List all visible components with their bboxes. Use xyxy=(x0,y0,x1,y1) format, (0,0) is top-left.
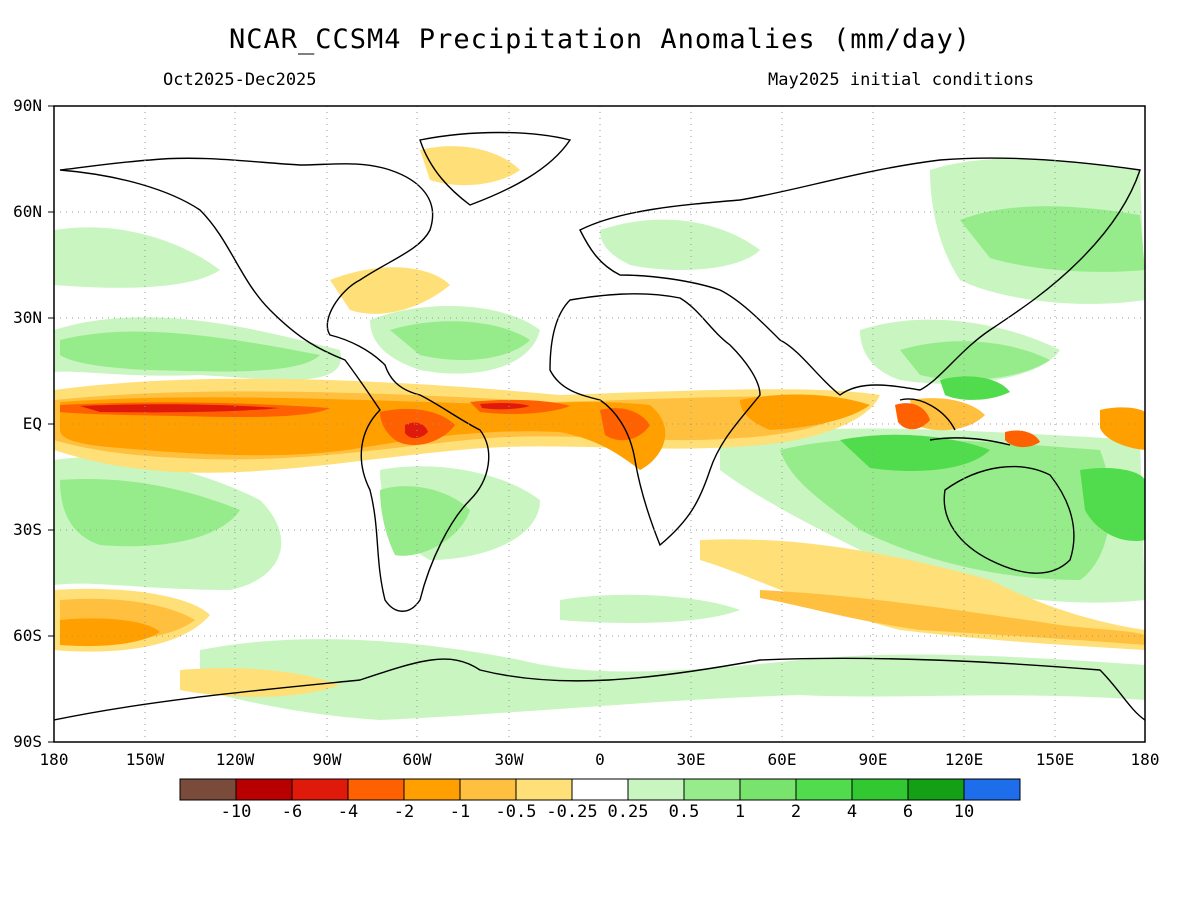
colorbar-tick-label: 1 xyxy=(734,802,746,822)
colorbar-swatch xyxy=(403,778,461,801)
lon-label-60e: 60E xyxy=(767,750,797,769)
lat-label-30s: 30S xyxy=(13,520,42,539)
lat-label-60n: 60N xyxy=(13,202,42,221)
colorbar-swatch xyxy=(291,778,349,801)
colorbar-tick-label: 6 xyxy=(902,802,914,822)
lat-label-60s: 60S xyxy=(13,626,42,645)
colorbar-tick-label: -2 xyxy=(393,802,415,822)
coastlines xyxy=(54,131,1145,721)
colorbar-swatch xyxy=(571,778,629,801)
colorbar-tick-label: 2 xyxy=(790,802,802,822)
colorbar-tick-label: -0.5 xyxy=(495,802,537,822)
colorbar-swatch xyxy=(515,778,573,801)
colorbar-tick-label: -4 xyxy=(337,802,359,822)
colorbar-swatch xyxy=(907,778,965,801)
lat-label-90s: 90S xyxy=(13,732,42,751)
lon-label-30e: 30E xyxy=(676,750,706,769)
axis-ticks xyxy=(48,105,54,743)
lat-label-eq: EQ xyxy=(22,414,42,433)
anomaly-field xyxy=(54,106,1145,742)
lon-label-90e: 90E xyxy=(858,750,888,769)
map-title: NCAR_CCSM4 Precipitation Anomalies (mm/d… xyxy=(229,24,971,55)
lon-label-30w: 30W xyxy=(494,750,524,769)
graticule xyxy=(54,106,1145,742)
colorbar-tick-label: 0.25 xyxy=(607,802,649,822)
colorbar-tick-label: 0.5 xyxy=(668,802,700,822)
colorbar-swatch xyxy=(179,778,237,801)
lon-label-120w: 120W xyxy=(215,750,255,769)
initial-conditions: May2025 initial conditions xyxy=(768,70,1035,90)
colorbar-swatch xyxy=(683,778,741,801)
colorbar-swatch xyxy=(627,778,685,801)
colorbar-swatch xyxy=(739,778,797,801)
lon-label-0: 0 xyxy=(595,750,605,769)
lon-label-150e: 150E xyxy=(1035,750,1075,769)
colorbar-swatch xyxy=(347,778,405,801)
lon-label-150w: 150W xyxy=(125,750,165,769)
colorbar-tick-label: -0.25 xyxy=(546,802,598,822)
colorbar-swatch xyxy=(963,778,1021,801)
colorbar-tick-label: -6 xyxy=(281,802,303,822)
lat-label-90n: 90N xyxy=(13,96,42,115)
lon-label-180e: 180 xyxy=(1130,750,1160,769)
colorbar-swatch xyxy=(459,778,517,801)
colorbar-tick-label: 4 xyxy=(846,802,858,822)
lat-label-30n: 30N xyxy=(13,308,42,327)
colorbar-tick-label: -10 xyxy=(220,802,252,822)
colorbar xyxy=(179,778,1021,801)
colorbar-swatch xyxy=(235,778,293,801)
lon-label-60w: 60W xyxy=(402,750,432,769)
lon-label-120e: 120E xyxy=(944,750,984,769)
colorbar-tick-label: -1 xyxy=(449,802,471,822)
lon-label-90w: 90W xyxy=(312,750,342,769)
colorbar-tick-label: 10 xyxy=(953,802,975,822)
lon-label-180w: 180 xyxy=(39,750,69,769)
forecast-period: Oct2025-Dec2025 xyxy=(163,70,317,90)
colorbar-swatch xyxy=(795,778,853,801)
colorbar-swatch xyxy=(851,778,909,801)
